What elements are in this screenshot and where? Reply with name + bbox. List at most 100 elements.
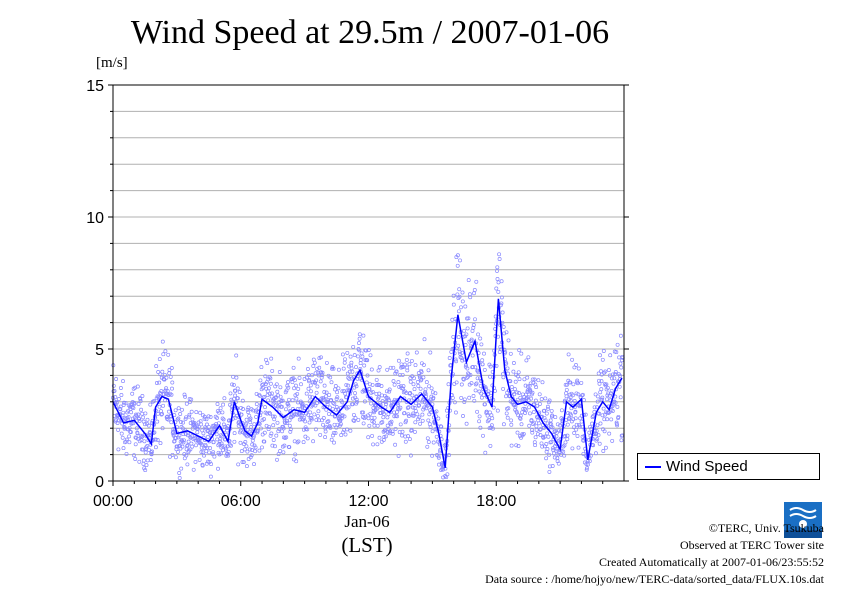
data-point: [367, 387, 372, 392]
data-point: [151, 399, 156, 404]
data-point: [513, 379, 518, 384]
data-point: [473, 388, 478, 393]
data-point: [421, 375, 426, 380]
data-point: [393, 426, 398, 431]
data-point: [466, 316, 471, 321]
data-point: [258, 426, 263, 431]
data-point: [120, 435, 125, 440]
data-point: [356, 417, 361, 422]
data-point: [333, 387, 337, 392]
data-point: [333, 384, 338, 388]
data-point: [167, 409, 171, 414]
data-point: [539, 441, 544, 446]
data-point: [603, 445, 608, 450]
data-point: [368, 411, 373, 416]
x-axis-date-label: Jan-06: [344, 512, 390, 531]
data-point: [499, 295, 504, 300]
data-point: [288, 429, 293, 434]
data-point: [563, 398, 567, 403]
data-point: [344, 382, 349, 387]
data-point: [451, 293, 456, 298]
data-point: [428, 350, 433, 355]
data-point: [169, 366, 174, 370]
data-point: [431, 395, 436, 400]
data-point: [225, 451, 230, 456]
data-point: [316, 373, 321, 378]
data-point: [605, 417, 610, 422]
data-point: [597, 411, 602, 416]
data-point: [368, 396, 373, 401]
data-point: [127, 440, 132, 445]
data-point: [234, 353, 239, 358]
data-point: [606, 368, 611, 373]
data-point: [537, 392, 542, 397]
data-point: [384, 402, 389, 406]
data-point: [309, 417, 314, 422]
data-point: [122, 425, 127, 430]
data-point: [407, 391, 412, 396]
data-point: [111, 383, 116, 388]
data-point: [130, 391, 135, 396]
data-point: [129, 410, 134, 415]
data-point: [177, 433, 182, 438]
data-point: [144, 463, 149, 468]
data-point: [547, 464, 552, 469]
data-point: [253, 449, 258, 454]
data-point: [361, 410, 366, 415]
data-point: [294, 396, 299, 401]
data-point: [331, 400, 336, 405]
data-point: [123, 400, 128, 405]
legend: Wind Speed: [637, 453, 820, 480]
data-point: [339, 433, 344, 438]
data-point: [400, 372, 405, 377]
data-point: [181, 420, 185, 425]
data-point: [532, 402, 537, 407]
data-point: [383, 434, 388, 439]
data-point: [371, 442, 376, 447]
data-point: [545, 404, 550, 409]
data-point: [477, 414, 482, 419]
data-point: [468, 373, 473, 377]
data-point: [127, 425, 132, 430]
data-point: [167, 371, 172, 376]
data-point: [575, 380, 579, 385]
data-point: [367, 423, 372, 428]
data-point: [143, 468, 148, 473]
data-point: [417, 403, 422, 408]
data-point: [341, 430, 346, 435]
data-point: [406, 414, 411, 418]
data-point: [454, 359, 459, 364]
data-point: [254, 402, 259, 407]
data-point: [556, 461, 561, 466]
data-point: [398, 384, 403, 389]
data-point: [135, 384, 140, 389]
data-point: [515, 430, 520, 435]
data-point: [206, 414, 211, 419]
data-point: [465, 366, 470, 371]
data-point: [215, 415, 219, 420]
data-point: [476, 332, 481, 337]
data-point: [525, 384, 530, 389]
data-point: [574, 363, 578, 367]
data-point: [543, 396, 548, 401]
data-point: [356, 354, 360, 359]
data-point: [460, 350, 464, 355]
x-tick-label: 06:00: [221, 493, 261, 510]
data-point: [353, 382, 358, 387]
data-point: [319, 375, 324, 380]
data-point: [517, 348, 522, 353]
data-point: [150, 449, 155, 454]
data-point: [135, 431, 140, 436]
data-point: [241, 460, 246, 465]
data-point: [158, 372, 163, 377]
data-point: [579, 380, 584, 385]
data-point: [141, 415, 146, 420]
data-point: [436, 454, 441, 459]
data-point: [386, 412, 391, 417]
data-point: [296, 356, 301, 361]
data-point: [550, 425, 555, 430]
data-point: [508, 379, 513, 384]
data-point: [182, 438, 186, 443]
data-point: [117, 406, 122, 411]
data-point: [310, 380, 315, 385]
